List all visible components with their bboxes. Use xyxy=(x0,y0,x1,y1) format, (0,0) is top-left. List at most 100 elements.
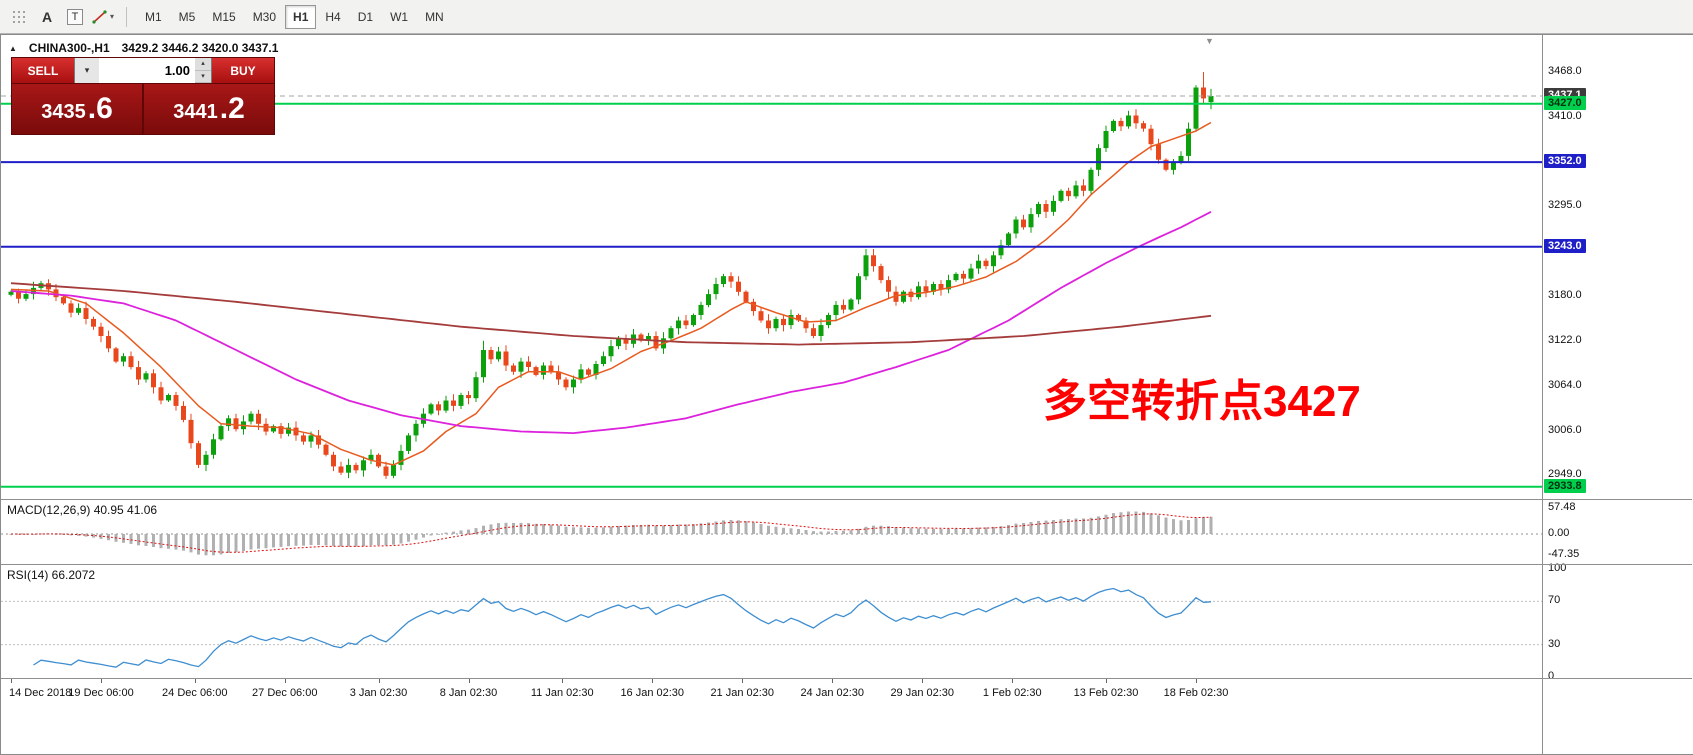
trade-panel-prices: 3435 .6 3441 .2 xyxy=(12,83,274,134)
macd-axis-label: 57.48 xyxy=(1548,501,1576,514)
time-tick xyxy=(11,679,12,683)
macd-axis-label: 0.00 xyxy=(1548,527,1570,539)
timeframe-h1[interactable]: H1 xyxy=(285,4,317,29)
sell-button[interactable]: SELL xyxy=(12,58,74,83)
time-axis-label: 24 Dec 06:00 xyxy=(162,687,228,699)
time-axis-label: 24 Jan 02:30 xyxy=(800,687,865,699)
price-axis-label: 3064.0 xyxy=(1548,378,1582,391)
timeframe-m30[interactable]: M30 xyxy=(245,5,284,29)
buy-price-frac: .2 xyxy=(219,92,245,125)
chevron-down-icon: ▾ xyxy=(109,12,114,21)
price-axis-label: 3295.0 xyxy=(1548,199,1582,212)
sell-price-frac: .6 xyxy=(87,92,113,125)
price-axis-label: 3006.0 xyxy=(1548,423,1582,436)
time-axis-label: 19 Dec 06:00 xyxy=(68,687,134,699)
candlestick-chart[interactable] xyxy=(1,35,1542,499)
price-tag: 3352.0 xyxy=(1544,154,1586,169)
time-tick xyxy=(468,679,470,683)
time-tick xyxy=(378,679,380,683)
time-tick xyxy=(742,679,744,683)
shapes-tool-button[interactable]: ▾ xyxy=(90,5,116,29)
price-axis[interactable]: 3468.03410.03352.03295.03237.03180.03122… xyxy=(1542,35,1693,754)
panel-separator[interactable] xyxy=(1,564,1692,565)
time-tick xyxy=(284,679,286,683)
time-tick xyxy=(194,679,196,683)
timeframe-m15[interactable]: M15 xyxy=(204,5,243,29)
price-axis-label: 2949.0 xyxy=(1548,468,1582,480)
timeframe-m1[interactable]: M1 xyxy=(137,5,170,29)
chart-annotation: 多空转折点3427 xyxy=(1043,377,1361,426)
macd-label: MACD(12,26,9) 40.95 41.06 xyxy=(7,503,158,517)
volume-input[interactable] xyxy=(99,58,195,83)
toolbar: A T ▾ M1 M5 M15 M30 H1 H4 D1 W1 MN xyxy=(0,0,1693,34)
timeframe-mn[interactable]: MN xyxy=(417,5,452,29)
rsi-chart[interactable] xyxy=(1,565,1542,678)
panel-separator[interactable] xyxy=(1,678,1692,679)
time-axis-label: 11 Jan 02:30 xyxy=(530,687,594,699)
price-tag: 3243.0 xyxy=(1544,238,1586,253)
macd-chart[interactable] xyxy=(1,500,1542,563)
macd-panel[interactable]: MACD(12,26,9) 40.95 41.06 xyxy=(1,500,1542,563)
time-axis-label: 1 Feb 02:30 xyxy=(982,687,1042,699)
timeframe-d1[interactable]: D1 xyxy=(350,5,381,29)
toolbar-drag-handle[interactable] xyxy=(6,5,32,29)
buy-button[interactable]: BUY xyxy=(212,58,274,83)
timeframe-h4[interactable]: H4 xyxy=(317,5,348,29)
rsi-label: RSI(14) 66.2072 xyxy=(7,568,96,582)
macd-axis-label: -47.35 xyxy=(1548,548,1580,561)
sell-price[interactable]: 3435 .6 xyxy=(12,84,142,134)
buy-price-main: 3441 xyxy=(173,101,218,123)
rsi-panel[interactable]: RSI(14) 66.2072 xyxy=(1,565,1542,678)
time-tick xyxy=(922,679,924,683)
timeframe-w1[interactable]: W1 xyxy=(382,5,416,29)
price-divider xyxy=(142,84,144,134)
ma-mid xyxy=(10,211,1212,435)
time-axis-label: 21 Jan 02:30 xyxy=(710,687,775,699)
quote-header: ▲ CHINA300-,H1 3429.2 3446.2 3420.0 3437… xyxy=(9,41,278,55)
chart-window: ▲ CHINA300-,H1 3429.2 3446.2 3420.0 3437… xyxy=(0,34,1693,755)
volume-increase-button[interactable]: ▴ xyxy=(195,58,211,71)
trendline-icon xyxy=(92,9,107,24)
label-tool-button[interactable]: A xyxy=(34,5,60,29)
main-chart[interactable]: ▲ CHINA300-,H1 3429.2 3446.2 3420.0 3437… xyxy=(1,35,1542,499)
dots-grid-icon xyxy=(13,10,25,23)
collapse-panel-icon[interactable]: ▲ xyxy=(9,43,17,53)
rsi-axis-label: 30 xyxy=(1548,637,1561,650)
time-axis-label: 29 Jan 02:30 xyxy=(890,687,955,699)
price-axis-label: 3122.0 xyxy=(1548,333,1582,346)
order-type-dropdown[interactable]: ▾ xyxy=(74,58,99,83)
trade-panel-controls: SELL ▾ ▴ ▾ BUY xyxy=(12,58,274,83)
time-axis-label: 3 Jan 02:30 xyxy=(349,687,408,699)
time-axis-label: 8 Jan 02:30 xyxy=(439,687,498,699)
time-axis-label: 27 Dec 06:00 xyxy=(252,687,318,699)
time-axis-label: 16 Jan 02:30 xyxy=(620,687,685,699)
time-tick xyxy=(562,679,564,683)
time-tick xyxy=(1106,679,1107,683)
chevron-down-icon: ▾ xyxy=(84,65,90,75)
time-tick xyxy=(1196,679,1197,683)
toolbar-separator xyxy=(126,6,127,27)
label-tool-icon: A xyxy=(41,8,53,25)
rsi-axis-label: 70 xyxy=(1548,594,1561,607)
time-tick xyxy=(832,679,834,683)
panel-separator[interactable] xyxy=(1,499,1692,500)
text-tool-icon: T xyxy=(66,8,84,25)
text-tool-button[interactable]: T xyxy=(62,5,88,29)
rsi-axis-label: 0 xyxy=(1548,670,1555,682)
time-tick xyxy=(1012,679,1014,683)
autoscroll-arrow-icon[interactable]: ▼ xyxy=(1205,36,1214,46)
ohlc-values: 3429.2 3446.2 3420.0 3437.1 xyxy=(121,41,279,55)
time-axis-label: 14 Dec 2018 xyxy=(9,687,72,699)
time-axis-label: 13 Feb 02:30 xyxy=(1073,687,1139,699)
volume-decrease-button[interactable]: ▾ xyxy=(195,71,211,83)
price-tag: 2933.8 xyxy=(1544,478,1586,493)
price-axis-label: 3468.0 xyxy=(1548,65,1582,77)
timeframe-m5[interactable]: M5 xyxy=(171,5,204,29)
ma-fast xyxy=(10,121,1212,466)
price-tag: 3427.0 xyxy=(1544,95,1586,110)
buy-price[interactable]: 3441 .2 xyxy=(144,84,274,134)
timeframe-bar: M1 M5 M15 M30 H1 H4 D1 W1 MN xyxy=(137,4,452,29)
rsi-axis-label: 100 xyxy=(1548,562,1567,574)
one-click-trading-panel: SELL ▾ ▴ ▾ BUY 3435 .6 3441 xyxy=(11,57,275,135)
time-axis[interactable]: 14 Dec 2018 19 Dec 06:00 24 Dec 06:00 27 De… xyxy=(1,679,1542,715)
